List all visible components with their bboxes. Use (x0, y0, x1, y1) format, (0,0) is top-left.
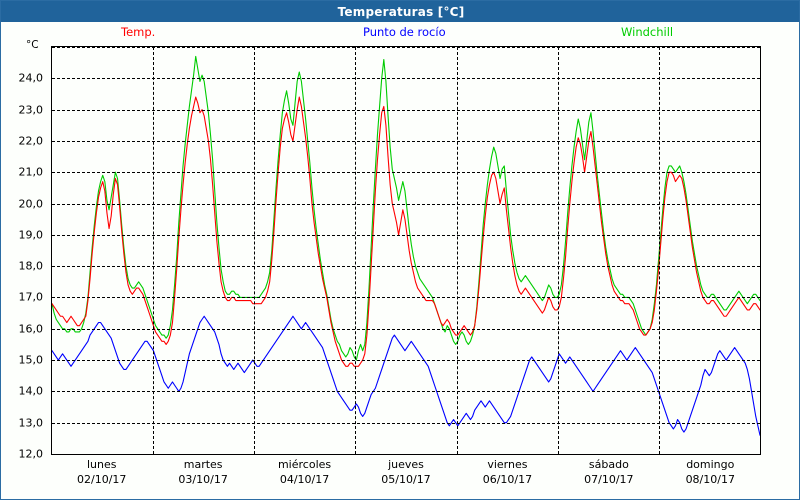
y-axis-tick-label: 20,0 (18, 197, 44, 211)
x-axis-day-date: 04/10/17 (279, 473, 330, 486)
x-axis-day-date: 06/10/17 (482, 473, 533, 486)
plot-area (51, 46, 761, 455)
y-axis-unit-label: °C (26, 39, 39, 51)
series-canvas (52, 55, 760, 436)
y-axis: 24,0 23,0 22,0 21,0 20,0 19,0 18,0 17,0 16,0 15,0… (1, 46, 47, 461)
y-axis-tick-label: 21,0 (18, 165, 44, 179)
x-axis-tick-label: lunes 02/10/17 (51, 457, 152, 487)
y-axis-tick-label: 13,0 (18, 416, 44, 430)
x-axis-day-date: 02/10/17 (77, 473, 127, 486)
x-axis-day-name: jueves (388, 458, 424, 471)
page-title: Temperaturas [°C] (337, 4, 465, 19)
x-axis-day-date: 05/10/17 (381, 473, 431, 486)
y-axis-tick-label: 16,0 (18, 322, 44, 336)
window-title-bar: Temperaturas [°C] (1, 1, 799, 22)
legend-item-windchill: Windchill (621, 25, 674, 39)
x-axis-day-name: sábado (588, 458, 629, 471)
y-axis-tick-label: 23,0 (18, 103, 44, 117)
y-axis-tick-label: 12,0 (18, 447, 44, 461)
x-axis-tick-label: viernes 06/10/17 (457, 457, 558, 487)
y-axis-tick-label: 18,0 (18, 259, 44, 273)
y-axis-tick-label: 24,0 (18, 71, 44, 85)
x-axis-day-date: 03/10/17 (178, 473, 228, 486)
x-axis-day-name: domingo (686, 458, 735, 471)
x-axis-day-name: viernes (487, 458, 528, 471)
y-axis-tick-label: 17,0 (18, 290, 44, 304)
series-line-temp (52, 96, 760, 367)
x-axis-day-name: martes (183, 458, 223, 471)
x-axis: lunes 02/10/17 martes 03/10/17 miércoles 04/1… (51, 457, 761, 497)
series-line-dewpoint (52, 315, 760, 436)
x-axis-tick-label: sábado 07/10/17 (558, 457, 659, 487)
x-axis-tick-label: domingo 08/10/17 (660, 457, 761, 487)
y-axis-tick-label: 14,0 (18, 384, 44, 398)
x-axis-day-name: miércoles (277, 458, 332, 471)
x-axis-tick-label: martes 03/10/17 (152, 457, 253, 487)
legend-item-temp: Temp. (121, 25, 156, 39)
y-axis-tick-label: 22,0 (18, 134, 44, 148)
y-axis-tick-label: 19,0 (18, 228, 44, 242)
chart-legend: Temp. Punto de rocío Windchill (1, 25, 799, 43)
x-axis-day-date: 08/10/17 (685, 473, 735, 486)
x-axis-day-name: lunes (86, 458, 117, 471)
x-axis-tick-label: jueves 05/10/17 (355, 457, 456, 487)
legend-item-dewpoint: Punto de rocío (363, 25, 446, 39)
x-axis-day-date: 07/10/17 (584, 473, 634, 486)
y-axis-tick-label: 15,0 (18, 353, 44, 367)
x-axis-tick-label: miércoles 04/10/17 (254, 457, 355, 487)
